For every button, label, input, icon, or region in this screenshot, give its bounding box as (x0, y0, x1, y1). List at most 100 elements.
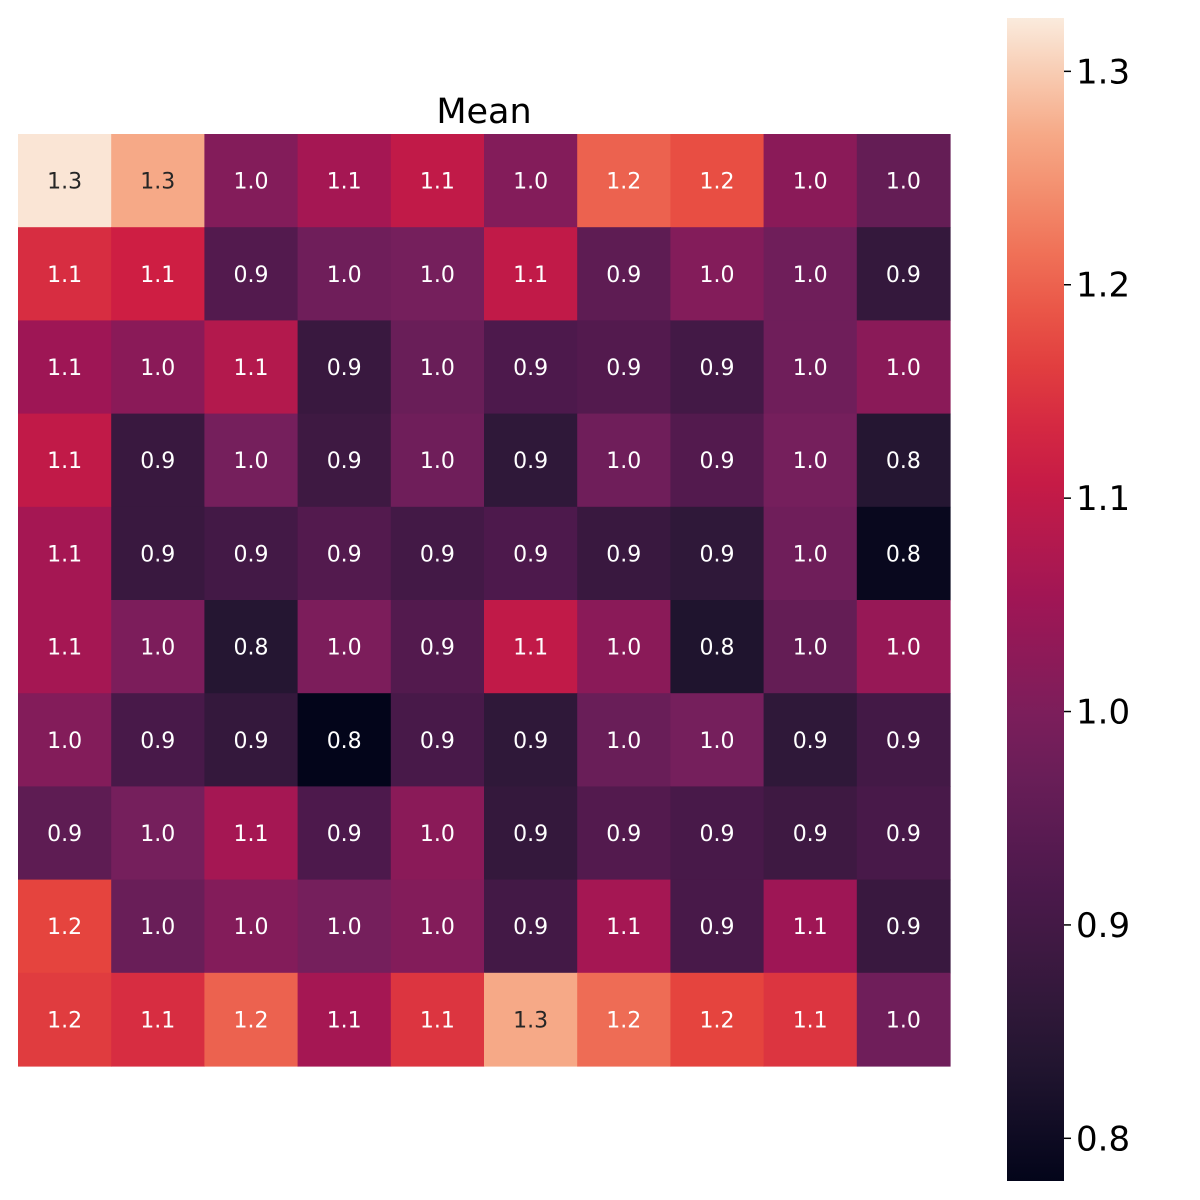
colorbar: 0.8 0.9 1.0 1.1 1.2 1.3 (1007, 18, 1130, 1181)
heatmap-cell (670, 413, 765, 508)
cell-value-label: 1.1 (793, 1008, 828, 1033)
cell-value-label: 1.0 (234, 170, 269, 195)
heatmap-cell (856, 600, 951, 694)
heatmap-cell (297, 227, 392, 321)
cell-value-label: 1.1 (420, 170, 455, 195)
cell-value-label: 1.0 (234, 449, 269, 474)
heatmap-cell (856, 227, 951, 321)
heatmap-cell (856, 134, 951, 228)
heatmap-cell (18, 413, 112, 508)
cell-value-label: 1.3 (140, 170, 175, 195)
heatmap-cell (297, 506, 392, 601)
heatmap-cell (297, 600, 392, 694)
heatmap-cell (856, 506, 951, 601)
cell-value-label: 0.9 (606, 542, 641, 567)
cell-value-label: 1.0 (700, 263, 735, 288)
heatmap-cell (18, 879, 112, 974)
cell-value-label: 0.9 (793, 729, 828, 754)
heatmap-cell (204, 600, 299, 694)
cell-value-label: 0.9 (700, 356, 735, 381)
heatmap-cell (204, 320, 299, 415)
heatmap-cell (763, 879, 858, 974)
colorbar-tick-label: 0.8 (1076, 1119, 1130, 1159)
heatmap-grid: 1.3 1.3 1.0 1.1 1.1 1.0 1.2 1.2 1.0 1.0 1.1 1.1 0.9 1… (18, 134, 951, 1067)
heatmap-cell (18, 693, 112, 787)
heatmap-cell (577, 134, 671, 228)
cell-value-label: 1.2 (47, 915, 82, 940)
heatmap-cell (18, 972, 112, 1067)
heatmap-cell (297, 693, 392, 787)
heatmap-cell (390, 413, 485, 508)
cell-value-label: 0.9 (140, 542, 175, 567)
cell-value-label: 1.0 (420, 822, 455, 847)
cell-value-label: 1.2 (47, 1008, 82, 1033)
heatmap-cell (670, 693, 765, 787)
heatmap-cell (297, 786, 392, 881)
cell-value-label: 0.9 (886, 729, 921, 754)
cell-value-label: 1.3 (513, 1008, 548, 1033)
heatmap-cell (390, 227, 485, 321)
heatmap-cell (297, 134, 392, 228)
heatmap-cell (204, 413, 299, 508)
heatmap-cell (111, 227, 205, 321)
cell-value-label: 0.9 (700, 449, 735, 474)
cell-value-label: 0.9 (140, 449, 175, 474)
heatmap-cell (484, 413, 578, 508)
colorbar-tick-label: 1.1 (1076, 479, 1130, 519)
cell-value-label: 0.9 (793, 822, 828, 847)
colorbar-tick-label: 1.3 (1076, 52, 1130, 92)
cell-value-label: 0.9 (513, 449, 548, 474)
colorbar-tick-label: 1.0 (1076, 693, 1130, 733)
heatmap-cell (763, 134, 858, 228)
heatmap-cell (111, 693, 205, 787)
heatmap-cell (390, 320, 485, 415)
cell-value-label: 0.9 (700, 542, 735, 567)
cell-value-label: 1.1 (513, 263, 548, 288)
cell-value-label: 0.9 (234, 729, 269, 754)
heatmap-cell (204, 134, 299, 228)
heatmap-cell (111, 879, 205, 974)
heatmap-cell (670, 972, 765, 1067)
heatmap-cell (856, 879, 951, 974)
cell-value-label: 1.1 (140, 1008, 175, 1033)
heatmap-cell (204, 693, 299, 787)
cell-value-label: 0.9 (886, 822, 921, 847)
cell-value-label: 1.3 (47, 170, 82, 195)
cell-value-label: 1.0 (513, 170, 548, 195)
cell-value-label: 1.0 (234, 915, 269, 940)
heatmap-cell (856, 320, 951, 415)
heatmap-cell (670, 506, 765, 601)
heatmap-cell (18, 600, 112, 694)
cell-value-label: 1.0 (140, 915, 175, 940)
cell-value-label: 0.9 (886, 915, 921, 940)
heatmap-cell (484, 693, 578, 787)
heatmap-cell (763, 600, 858, 694)
cell-value-label: 1.1 (47, 356, 82, 381)
cell-value-label: 0.8 (886, 542, 921, 567)
heatmap-cell (670, 600, 765, 694)
cell-value-label: 1.2 (700, 1008, 735, 1033)
cell-value-label: 1.0 (886, 170, 921, 195)
heatmap-cell (297, 413, 392, 508)
heatmap-cell (204, 506, 299, 601)
heatmap-cell (390, 134, 485, 228)
chart-title: Mean (436, 92, 531, 132)
heatmap-cell (111, 506, 205, 601)
cell-value-label: 1.0 (886, 1008, 921, 1033)
cell-value-label: 0.9 (700, 915, 735, 940)
cell-value-label: 1.0 (793, 263, 828, 288)
heatmap-cell (856, 693, 951, 787)
heatmap-cell (390, 786, 485, 881)
cell-value-label: 1.1 (606, 915, 641, 940)
cell-value-label: 0.9 (513, 356, 548, 381)
heatmap-cell (111, 320, 205, 415)
cell-value-label: 1.1 (47, 542, 82, 567)
heatmap-cell (297, 320, 392, 415)
heatmap-cell (484, 972, 578, 1067)
cell-value-label: 0.8 (700, 636, 735, 661)
cell-value-label: 1.1 (234, 822, 269, 847)
colorbar-tick-label: 0.9 (1076, 906, 1130, 946)
cell-value-label: 1.1 (140, 263, 175, 288)
heatmap-cell (484, 600, 578, 694)
cell-value-label: 0.9 (47, 822, 82, 847)
